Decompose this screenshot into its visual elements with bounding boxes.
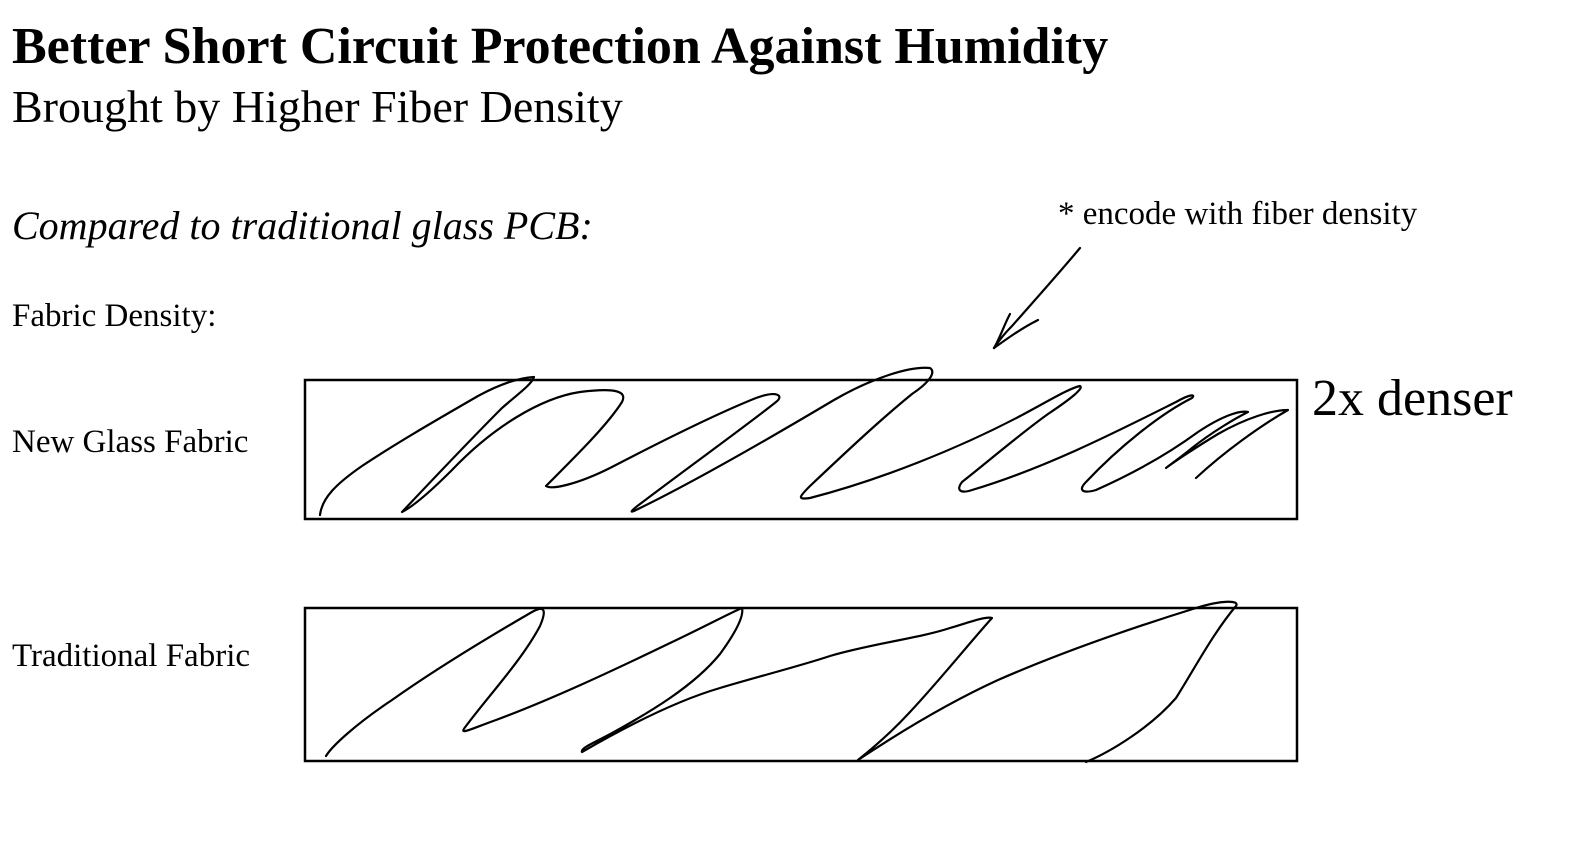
comparison-intro: Compared to traditional glass PCB: [12, 203, 593, 248]
traditional-fabric-box [303, 606, 1299, 763]
new-glass-fabric-box [303, 378, 1299, 521]
traditional-fabric-fibers [324, 600, 1238, 764]
page-subtitle: Brought by Higher Fiber Density [12, 81, 623, 132]
new-glass-fabric-label: New Glass Fabric [12, 424, 249, 460]
fiber-density-note: * encode with fiber density [1058, 196, 1418, 232]
new-glass-fabric-fibers [318, 366, 1290, 517]
denser-callout: 2x denser [1312, 370, 1513, 427]
traditional-fabric-label: Traditional Fabric [12, 638, 251, 674]
fabric-density-label: Fabric Density: [12, 298, 217, 334]
annotation-arrow [992, 246, 1082, 350]
page-title: Better Short Circuit Protection Against … [12, 18, 1109, 75]
